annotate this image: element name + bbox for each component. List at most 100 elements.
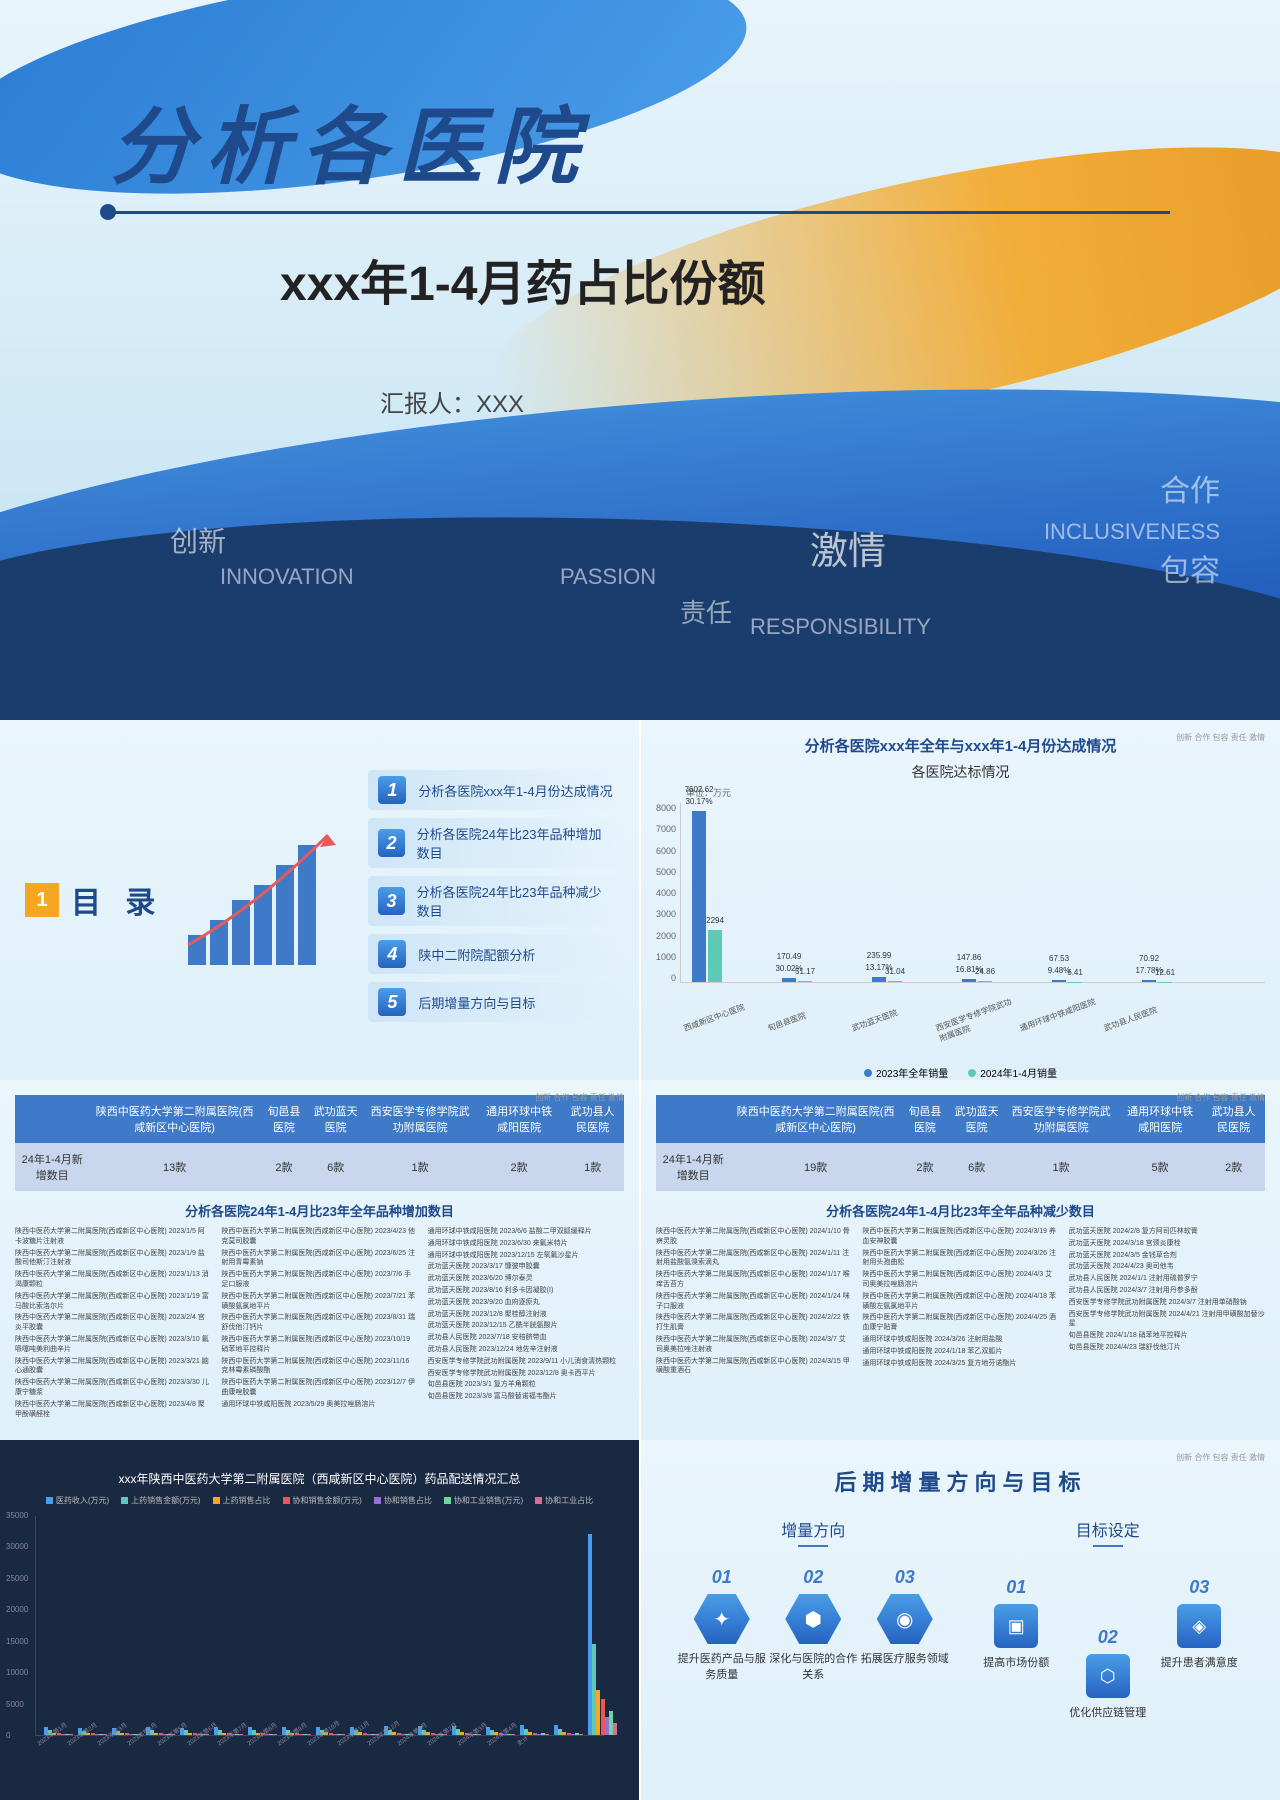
detail-row: 通用环球中铁咸阳医院 2024/1/18 苯乙双胍片 — [862, 1346, 1058, 1358]
hex-row-left: 01 ✦ 提升医药产品与服务质量 02 ⬢ 深化与医院的合作关系 03 ◉ 拓展… — [676, 1567, 951, 1682]
toc-item: 5 后期增量方向与目标 — [368, 982, 624, 1022]
detail-row: 陕西中医药大学第二附属医院(西咸新区中心医院) 2023/7/21 苯磺酸氨氯地… — [221, 1291, 417, 1313]
keyword-cn: 激情 — [810, 520, 886, 575]
detail-row: 西安医学专修学院武功附属医院 2023/12/8 奥卡西平片 — [428, 1368, 624, 1380]
detail-row: 武功蓝天医院 2023/6/20 博尔泰灵 — [428, 1273, 624, 1285]
toc-item-number: 4 — [378, 940, 406, 968]
table-subtitle: 分析各医院24年1-4月比23年全年品种增加数目 — [15, 1201, 624, 1220]
corner-keywords: 创新 合作 包容 责任 激情 — [1176, 1452, 1265, 1463]
detail-row: 陕西中医药大学第二附属医院(西咸新区中心医院) 2024/1/10 骨痹灵胶 — [656, 1226, 852, 1248]
target-title: 后期增量方向与目标 — [656, 1465, 1265, 1497]
hex-icon: ◉ — [877, 1594, 933, 1644]
detail-row: 武功蓝天医院 2024/3/18 宫颈炎康栓 — [1069, 1238, 1265, 1250]
target-node: 01 ▣ 提高市场份额 — [976, 1577, 1056, 1720]
corner-keywords: 创新 合作 包容 责任 激情 — [1176, 1092, 1265, 1103]
hex-text: 拓展医疗服务领域 — [860, 1650, 950, 1666]
row-label: 24年1-4月新增数目 — [656, 1143, 730, 1191]
detail-row: 武功蓝天医院 2024/2/8 复方阿司匹林软膏 — [1069, 1226, 1265, 1238]
corner-keywords: 创新 合作 包容 责任 激情 — [535, 1092, 624, 1103]
hex-text: 深化与医院的合作关系 — [768, 1650, 858, 1682]
toc-heading: 目 录 — [71, 878, 163, 922]
detail-row: 陕西中医药大学第二附属医院(西咸新区中心医院) 2024/4/25 酒血康宁贴膏 — [862, 1312, 1058, 1334]
detail-row: 陕西中医药大学第二附属医院(西咸新区中心医院) 2024/3/26 注射用头孢曲… — [862, 1248, 1058, 1270]
detail-row: 陕西中医药大学第二附属医院(西咸新区中心医院) 2023/3/30 儿康宁糖浆 — [15, 1377, 211, 1399]
table-header: 旬邑县医院 — [901, 1095, 949, 1143]
toc-list: 1 分析各医院xxx年1-4月份达成情况 2 分析各医院24年比23年品种增加数… — [368, 770, 624, 1030]
row-label: 24年1-4月新增数目 — [15, 1143, 89, 1191]
main-title: 分析各医院 — [0, 0, 1280, 201]
detail-row: 西安医学专修学院武功附属医院 2023/9/11 小儿消食清热颗粒 — [428, 1356, 624, 1368]
toc-number: 1 — [25, 883, 59, 917]
detail-row: 通用环球中铁咸阳医院 2024/3/26 注射用盐酸 — [862, 1334, 1058, 1346]
detail-row: 陕西中医药大学第二附属医院(西咸新区中心医院) 2023/2/4 宫炎平胶囊 — [15, 1312, 211, 1334]
detail-row: 陕西中医药大学第二附属医院(西咸新区中心医院) 2023/1/9 盐酸司他斯汀注… — [15, 1248, 211, 1270]
keyword-en: INNOVATION — [220, 564, 354, 590]
table-cell: 2款 — [260, 1143, 308, 1191]
detail-row: 武功蓝天医院 2023/12/8 聚桂醇注射液 — [428, 1309, 624, 1321]
decrease-table-panel: 创新 合作 包容 责任 激情 陕西中医药大学第二附属医院(西咸新区中心医院)旬邑… — [639, 1080, 1280, 1440]
target-number: 03 — [1159, 1577, 1239, 1598]
detail-row: 通用环球中铁咸阳医院 2023/6/6 盐酸二甲双胍缓释片 — [428, 1226, 624, 1238]
table-header: 武功蓝天医院 — [949, 1095, 1004, 1143]
toc-item: 4 陕中二附院配额分析 — [368, 934, 624, 974]
detail-row: 陕西中医药大学第二附属医院(西咸新区中心医院) 2023/4/8 聚甲酚磺醛栓 — [15, 1399, 211, 1421]
detail-row: 旬邑县医院 2023/3/1 复方羊角颗粒 — [428, 1379, 624, 1391]
detail-row: 陕西中医药大学第二附属医院(西咸新区中心医院) 2024/3/7 艾司奥美拉唑注… — [656, 1334, 852, 1356]
target-text: 提升患者满意度 — [1159, 1654, 1239, 1670]
decrease-table: 陕西中医药大学第二附属医院(西咸新区中心医院)旬邑县医院武功蓝天医院西安医学专修… — [656, 1095, 1265, 1191]
unit-label: 单位：万元 — [686, 786, 1265, 799]
chart-title: 分析各医院xxx年全年与xxx年1-4月份达成情况 — [656, 735, 1265, 756]
detail-row: 武功县人民医院 2023/7/18 安棓脐带血 — [428, 1332, 624, 1344]
detail-row: 西安医学专修学院武功附属医院 2024/3/7 注射用单硝酸钠 — [1069, 1297, 1265, 1309]
detail-row: 陕西中医药大学第二附属医院(西咸新区中心医院) 2023/6/25 注射用青霉素… — [221, 1248, 417, 1270]
table-cell: 19款 — [730, 1143, 901, 1191]
detail-row: 陕西中医药大学第二附属医院(西咸新区中心医院) 2023/7/6 手足口服液 — [221, 1269, 417, 1291]
table-cell: 1款 — [1004, 1143, 1118, 1191]
detail-row: 武功县人民医院 2024/3/7 注射用丹参多酚 — [1069, 1285, 1265, 1297]
increase-details: 陕西中医药大学第二附属医院(西咸新区中心医院) 2023/1/5 阿卡波糖片注射… — [15, 1226, 624, 1420]
detail-row: 武功蓝天医院 2024/3/5 金钱草合剂 — [1069, 1250, 1265, 1262]
chart-legend: 2023年全年销量2024年1-4月销量 — [656, 1065, 1265, 1080]
toc-3d-chart-icon — [178, 815, 348, 985]
target-icon: ◈ — [1177, 1604, 1221, 1648]
table-cell: 6款 — [308, 1143, 363, 1191]
detail-row: 陕西中医药大学第二附属医院(西咸新区中心医院) 2023/1/13 消渴康颗粒 — [15, 1269, 211, 1291]
detail-row: 武功蓝天医院 2023/9/20 血府逐瘀丸 — [428, 1297, 624, 1309]
toc-item-text: 分析各医院xxx年1-4月份达成情况 — [418, 781, 612, 800]
keyword-cn: 创新 — [170, 520, 226, 560]
hex-icon: ⬢ — [785, 1594, 841, 1644]
detail-row: 旬邑县医院 2024/4/23 瑞舒伐他汀片 — [1069, 1342, 1265, 1354]
detail-row: 陕西中医药大学第二附属医院(西咸新区中心医院) 2023/1/5 阿卡波糖片注射… — [15, 1226, 211, 1248]
keyword-cn: 合作 — [1160, 466, 1220, 510]
target-panel: 创新 合作 包容 责任 激情 后期增量方向与目标 增量方向 01 ✦ 提升医药产… — [639, 1440, 1280, 1800]
detail-row: 陕西中医药大学第二附属医院(西咸新区中心医院) 2024/3/19 养血安神胶囊 — [862, 1226, 1058, 1248]
keyword-en: PASSION — [560, 564, 656, 590]
hex-text: 提升医药产品与服务质量 — [677, 1650, 767, 1682]
hex-number: 03 — [860, 1567, 950, 1588]
detail-row: 陕西中医药大学第二附属医院(西咸新区中心医院) 2024/4/3 艾司奥美拉唑肠… — [862, 1269, 1058, 1291]
detail-row: 陕西中医药大学第二附属医院(西咸新区中心医院) 2024/4/18 苯磺酸左氨氯… — [862, 1291, 1058, 1313]
target-number: 02 — [1068, 1627, 1148, 1648]
target-node: 03 ◈ 提升患者满意度 — [1159, 1577, 1239, 1720]
detail-row: 通用环球中铁咸阳医院 2024/3/25 复方地芬诺酯片 — [862, 1358, 1058, 1370]
detail-row: 通用环球中铁咸阳医院 2023/12/15 左氧氟沙星片 — [428, 1250, 624, 1262]
detail-row: 陕西中医药大学第二附属医院(西咸新区中心医院) 2023/12/7 伊曲康唑胶囊 — [221, 1377, 417, 1399]
target-icon: ▣ — [994, 1604, 1038, 1648]
detail-row: 陕西中医药大学第二附属医院(西咸新区中心医院) 2023/3/21 脑心通胶囊 — [15, 1356, 211, 1378]
detail-row: 陕西中医药大学第二附属医院(西咸新区中心医院) 2024/1/24 咪子口服液 — [656, 1291, 852, 1313]
toc-panel: 1 目 录 1 分析各医院xxx年1-4月份达成情况 2 分析各医院24年比23… — [0, 720, 639, 1080]
detail-row: 陕西中医药大学第二附属医院(西咸新区中心医院) 2023/8/31 瑞舒伐他汀钙… — [221, 1312, 417, 1334]
table-cell: 2款 — [1202, 1143, 1265, 1191]
detail-row: 陕西中医药大学第二附属医院(西咸新区中心医院) 2023/10/19 硝苯地平控… — [221, 1334, 417, 1356]
detail-row: 武功县人民医院 2024/1/1 注射用硫普罗宁 — [1069, 1273, 1265, 1285]
detail-row: 陕西中医药大学第二附属医院(西咸新区中心医院) 2023/3/10 氟哌噻吨美利… — [15, 1334, 211, 1356]
table-cell: 1款 — [561, 1143, 624, 1191]
achievement-chart-panel: 创新 合作 包容 责任 激情 分析各医院xxx年全年与xxx年1-4月份达成情况… — [639, 720, 1280, 1080]
detail-row: 陕西中医药大学第二附属医院(西咸新区中心医院) 2024/2/22 铁打生肌膏 — [656, 1312, 852, 1334]
toc-item-text: 陕中二附院配额分析 — [418, 945, 535, 964]
hex-icon: ✦ — [694, 1594, 750, 1644]
title-slide: 分析各医院 xxx年1-4月药占比份额 汇报人：XXX 创新 INNOVATIO… — [0, 0, 1280, 720]
keyword-en: RESPONSIBILITY — [750, 614, 931, 640]
right-col-title: 目标设定 — [971, 1517, 1246, 1547]
detail-row: 武功蓝天医院 2024/4/23 奥司他韦 — [1069, 1261, 1265, 1273]
